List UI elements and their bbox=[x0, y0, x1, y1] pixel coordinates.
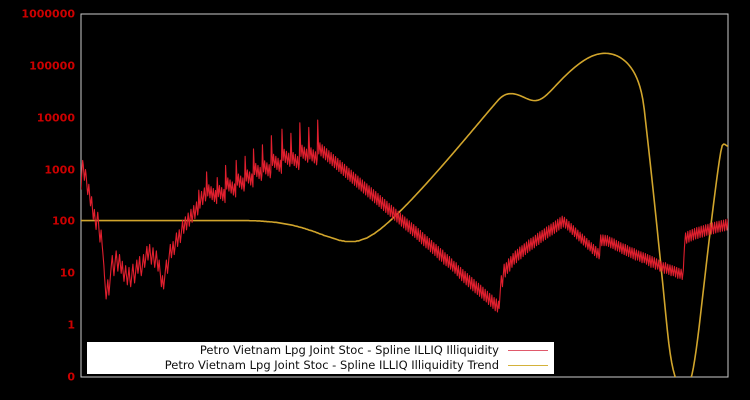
series-line-illiquidity bbox=[81, 119, 728, 313]
y-tick-label-7: 0 bbox=[67, 370, 75, 384]
legend-item-illiquidity[interactable]: Petro Vietnam Lpg Joint Stoc - Spline IL… bbox=[87, 343, 554, 358]
chart-legend[interactable]: Petro Vietnam Lpg Joint Stoc - Spline IL… bbox=[87, 342, 554, 374]
legend-label-trend: Petro Vietnam Lpg Joint Stoc - Spline IL… bbox=[164, 358, 499, 372]
axes-frame bbox=[80, 13, 729, 378]
y-tick-label-4: 100 bbox=[52, 214, 75, 228]
y-tick-label-6: 1 bbox=[67, 318, 75, 332]
legend-swatch-trend bbox=[508, 365, 548, 366]
y-tick-label-0: 1000000 bbox=[21, 7, 75, 21]
y-tick-label-2: 10000 bbox=[36, 111, 75, 125]
y-tick-label-3: 1000 bbox=[44, 163, 75, 177]
legend-item-trend[interactable]: Petro Vietnam Lpg Joint Stoc - Spline IL… bbox=[87, 358, 554, 373]
legend-label-illiquidity: Petro Vietnam Lpg Joint Stoc - Spline IL… bbox=[199, 343, 499, 357]
y-tick-label-5: 10 bbox=[59, 266, 75, 280]
y-tick-label-1: 100000 bbox=[29, 59, 75, 73]
legend-swatch-illiquidity bbox=[508, 350, 548, 351]
